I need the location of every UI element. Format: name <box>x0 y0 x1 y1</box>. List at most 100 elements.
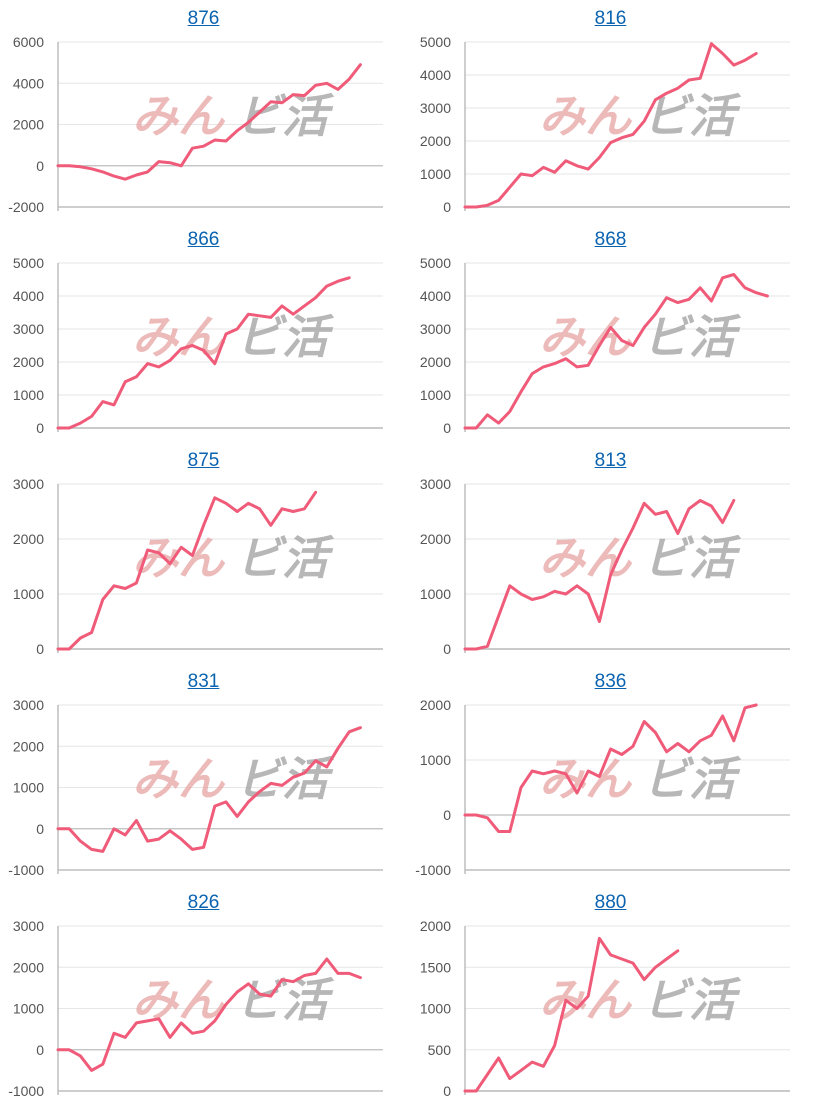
watermark-text-part1: みん <box>539 752 633 806</box>
series-line <box>463 273 769 430</box>
watermark-logo: みん ビ活 <box>539 973 742 1027</box>
y-tick-label: 1000 <box>13 586 44 602</box>
watermark-logo: みん ビ活 <box>539 89 742 143</box>
watermark-logo: みん ビ活 <box>132 973 335 1027</box>
chart-panel-868: 868 5000 4000 3000 2000 1000 0 みん ビ活 <box>407 221 814 442</box>
chart-svg: 2000 1000 0 -1000 みん ビ活 <box>415 697 790 878</box>
chart-svg: 2000 1500 1000 500 0 みん ビ活 <box>420 918 790 1099</box>
y-tick-label: 1000 <box>420 752 451 768</box>
chart-title-link[interactable]: 836 <box>594 671 627 692</box>
y-tick-label: -1000 <box>415 862 451 878</box>
chart-svg: 5000 4000 3000 2000 1000 0 みん ビ活 <box>420 34 790 215</box>
y-tick-label: 2000 <box>420 354 451 370</box>
y-tick-label: 2000 <box>13 531 44 547</box>
chart-panel-831: 831 3000 2000 1000 0 -1000 みん ビ活 <box>0 663 407 884</box>
y-tick-label: 2000 <box>13 959 44 975</box>
chart-title-link[interactable]: 880 <box>594 892 627 913</box>
watermark-text-part1: みん <box>132 531 226 585</box>
y-tick-label: 2000 <box>13 117 44 133</box>
y-tick-label: 4000 <box>13 288 44 304</box>
y-tick-label: 0 <box>36 158 44 174</box>
y-tick-label: 1000 <box>13 780 44 796</box>
y-tick-label: 0 <box>36 1042 44 1058</box>
y-tick-label: 3000 <box>13 321 44 337</box>
y-tick-label: 2000 <box>13 738 44 754</box>
chart-svg: 5000 4000 3000 2000 1000 0 みん ビ活 <box>13 255 383 436</box>
y-tick-label: 0 <box>443 199 451 215</box>
y-tick-label: 0 <box>443 807 451 823</box>
chart-svg: 3000 2000 1000 0 -1000 みん ビ活 <box>8 918 383 1099</box>
chart-title-link[interactable]: 875 <box>187 450 220 471</box>
chart-title-link[interactable]: 866 <box>187 229 220 250</box>
chart-panel-813: 813 3000 2000 1000 0 みん ビ活 <box>407 442 814 663</box>
y-tick-label: 4000 <box>420 288 451 304</box>
y-tick-label: 2000 <box>420 133 451 149</box>
y-tick-label: 2000 <box>13 354 44 370</box>
watermark-text-part2: ビ活 <box>643 310 742 364</box>
y-tick-label: 6000 <box>13 34 44 50</box>
watermark-logo: みん ビ活 <box>132 531 335 585</box>
watermark-logo: みん ビ活 <box>132 89 335 143</box>
y-tick-label: 3000 <box>13 476 44 492</box>
watermark-text-part2: ビ活 <box>643 752 742 806</box>
watermark-text-part1: みん <box>132 973 226 1027</box>
y-tick-label: -1000 <box>8 1083 44 1099</box>
chart-panel-836: 836 2000 1000 0 -1000 みん ビ活 <box>407 663 814 884</box>
chart-svg: 6000 4000 2000 0 -2000 みん ビ活 <box>8 34 383 215</box>
y-tick-label: 0 <box>443 420 451 436</box>
series-line <box>463 703 758 833</box>
y-tick-label: 0 <box>443 1083 451 1099</box>
chart-title-link[interactable]: 813 <box>594 450 627 471</box>
watermark-text-part1: みん <box>132 310 226 364</box>
chart-title-link[interactable]: 816 <box>594 8 627 29</box>
series-line <box>56 276 351 430</box>
series-line <box>56 63 362 181</box>
watermark-text-part2: ビ活 <box>643 973 742 1027</box>
watermark-text-part1: みん <box>539 89 633 143</box>
y-tick-label: 0 <box>36 821 44 837</box>
chart-title-link[interactable]: 826 <box>187 892 220 913</box>
chart-title-link[interactable]: 876 <box>187 8 220 29</box>
series-line <box>56 957 362 1072</box>
watermark-text-part2: ビ活 <box>236 531 335 585</box>
y-tick-label: 0 <box>36 420 44 436</box>
watermark-logo: みん ビ活 <box>132 752 335 806</box>
watermark-text-part1: みん <box>132 89 226 143</box>
y-tick-label: 2000 <box>420 918 451 934</box>
chart-title-link[interactable]: 868 <box>594 229 627 250</box>
y-tick-label: 3000 <box>420 100 451 116</box>
chart-svg: 5000 4000 3000 2000 1000 0 みん ビ活 <box>420 255 790 436</box>
y-tick-label: 0 <box>443 641 451 657</box>
watermark-text-part2: ビ活 <box>236 89 335 143</box>
y-tick-label: 0 <box>36 641 44 657</box>
y-tick-label: 500 <box>428 1042 452 1058</box>
y-tick-label: 1000 <box>420 387 451 403</box>
watermark-logo: みん ビ活 <box>539 310 742 364</box>
y-tick-label: 1500 <box>420 959 451 975</box>
watermark-text-part2: ビ活 <box>236 310 335 364</box>
chart-svg: 3000 2000 1000 0 みん ビ活 <box>13 476 383 657</box>
y-tick-label: 3000 <box>420 476 451 492</box>
chart-panel-880: 880 2000 1500 1000 500 0 みん ビ活 <box>407 884 814 1105</box>
series-line <box>463 499 736 651</box>
y-tick-label: 1000 <box>420 166 451 182</box>
watermark-logo: みん ビ活 <box>539 752 742 806</box>
y-tick-label: -1000 <box>8 862 44 878</box>
y-tick-label: 1000 <box>13 1001 44 1017</box>
series-line <box>463 936 680 1093</box>
chart-title-link[interactable]: 831 <box>187 671 220 692</box>
y-tick-label: 2000 <box>420 531 451 547</box>
watermark-text-part2: ビ活 <box>236 973 335 1027</box>
y-tick-label: 3000 <box>13 697 44 713</box>
chart-panel-866: 866 5000 4000 3000 2000 1000 0 みん ビ活 <box>0 221 407 442</box>
series-line <box>56 490 318 651</box>
chart-panel-826: 826 3000 2000 1000 0 -1000 みん ビ活 <box>0 884 407 1105</box>
y-tick-label: 5000 <box>420 255 451 271</box>
y-tick-label: 1000 <box>13 387 44 403</box>
y-tick-label: 5000 <box>420 34 451 50</box>
chart-svg: 3000 2000 1000 0 -1000 みん ビ活 <box>8 697 383 878</box>
y-tick-label: 4000 <box>13 75 44 91</box>
y-tick-label: 2000 <box>420 697 451 713</box>
watermark-logo: みん ビ活 <box>132 310 335 364</box>
